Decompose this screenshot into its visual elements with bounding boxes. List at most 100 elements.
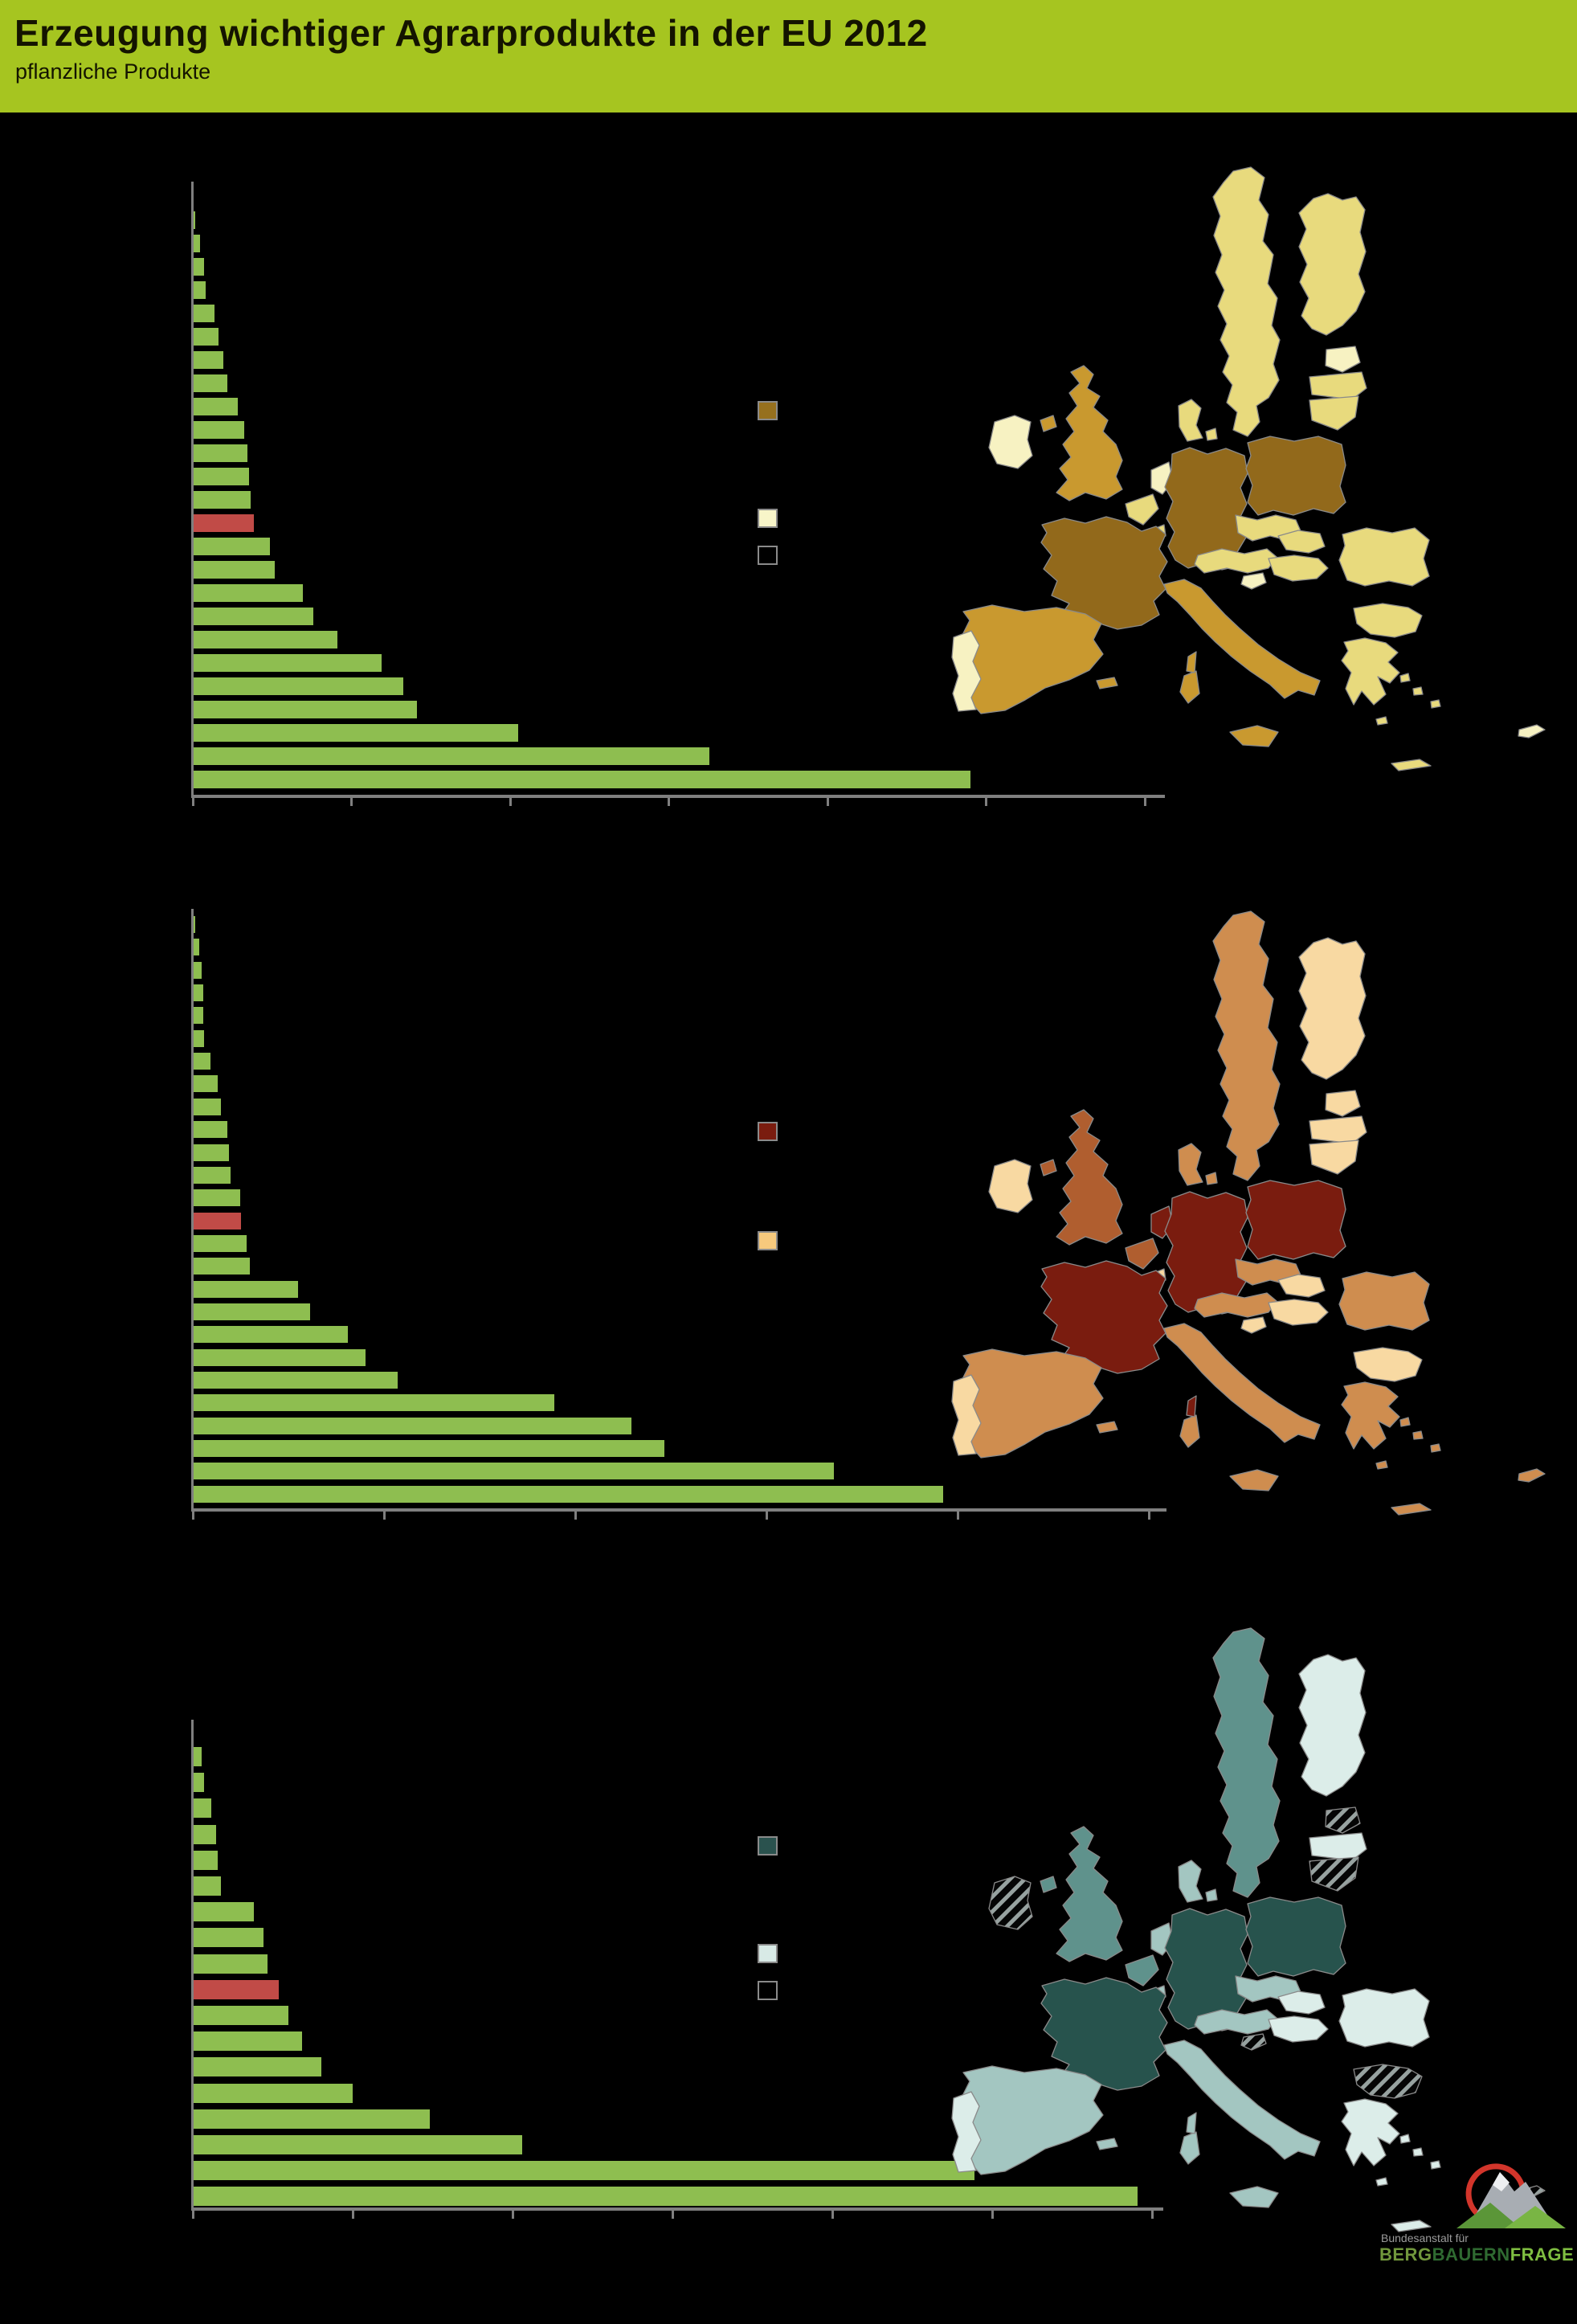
country-COR: [1186, 651, 1197, 673]
country-CY: [1518, 1468, 1546, 1483]
bar: [194, 1463, 834, 1479]
country-SI: [1240, 572, 1267, 590]
country-LT: [1309, 1856, 1359, 1892]
country-SK: [1277, 1274, 1326, 1298]
legend-max-swatch: [758, 1836, 778, 1856]
country-SK: [1277, 530, 1326, 554]
country-ISL: [1375, 1417, 1441, 1470]
x-axis-tick: [957, 1512, 959, 1520]
bar: [194, 444, 247, 462]
bar: [194, 1825, 216, 1844]
x-axis-tick: [985, 798, 987, 806]
country-CRE: [1391, 2220, 1432, 2232]
bar: [194, 1394, 554, 1411]
bar: [194, 258, 204, 276]
bar: [194, 1440, 664, 1457]
bar: [194, 398, 238, 415]
country-LT: [1309, 395, 1359, 431]
logo-hill-left-icon: [1456, 2203, 1521, 2228]
bar: [194, 701, 417, 718]
x-axis-line: [191, 1508, 1166, 1512]
bar: [194, 281, 206, 299]
bar: [194, 561, 275, 579]
bar: [194, 1303, 310, 1320]
country-SIC: [1229, 725, 1279, 747]
country-EE: [1325, 346, 1361, 373]
country-IE: [988, 1876, 1033, 1930]
bar: [194, 2031, 302, 2051]
logo-brand: BERGBAUERNFRAGEN: [1379, 2244, 1573, 2265]
country-NI: [1040, 1876, 1057, 1893]
bar: [194, 654, 382, 672]
bar: [194, 1007, 203, 1024]
bar: [194, 491, 251, 509]
bar: [194, 2135, 522, 2154]
country-BAL: [1096, 1421, 1118, 1434]
choropleth-map-3: [951, 1627, 1546, 2232]
x-axis-line: [191, 795, 1165, 798]
country-SIC: [1229, 1469, 1279, 1491]
bar: [194, 421, 244, 439]
bar: [194, 1053, 210, 1070]
x-axis-tick: [352, 2211, 354, 2219]
country-NI: [1040, 1159, 1057, 1176]
country-RO: [1338, 1271, 1430, 1331]
country-ISL: [1375, 673, 1441, 726]
bar: [194, 1372, 398, 1389]
country-LV: [1309, 371, 1367, 400]
country-BG: [1353, 1347, 1423, 1382]
country-EL: [1341, 1381, 1400, 1450]
country-HU: [1268, 554, 1329, 582]
country-BG: [1353, 2064, 1423, 2099]
country-BAL: [1096, 2138, 1118, 2150]
bar: [194, 2057, 321, 2076]
bar: [194, 2109, 430, 2129]
bergbauernfragen-logo: Bundesanstalt für BERGBAUERNFRAGEN: [1379, 2163, 1573, 2265]
country-EE: [1325, 1806, 1361, 1834]
bar: [194, 1189, 240, 1206]
country-EL: [1341, 637, 1400, 706]
logo-snowcap-icon: [1493, 2172, 1510, 2191]
country-BAL: [1096, 677, 1118, 689]
country-PT: [951, 1374, 982, 1456]
country-GB: [1056, 365, 1123, 501]
x-axis-tick: [574, 1512, 577, 1520]
x-axis-tick: [509, 798, 512, 806]
bar: [194, 2161, 974, 2180]
country-AT: [1194, 1292, 1277, 1318]
bar: [194, 2084, 353, 2103]
country-BE: [1125, 1238, 1159, 1270]
bar: [194, 1075, 218, 1092]
bar: [194, 374, 227, 392]
country-EL: [1341, 2098, 1400, 2166]
country-FI: [1298, 193, 1367, 336]
bar: [194, 984, 203, 1001]
x-axis-tick: [350, 798, 353, 806]
country-DK: [1178, 1143, 1218, 1186]
country-RO: [1338, 527, 1430, 587]
country-FI: [1298, 1654, 1367, 1797]
choropleth-map-2: [951, 910, 1546, 1516]
x-axis-tick: [831, 2211, 834, 2219]
bar: [194, 1144, 229, 1161]
bar: [194, 1747, 202, 1766]
bar-highlighted: [194, 1980, 279, 1999]
choropleth-map-1: [951, 166, 1546, 771]
bar: [194, 1851, 218, 1870]
bar: [194, 1281, 298, 1298]
bar: [194, 468, 249, 485]
bar: [194, 235, 200, 252]
legend-min-swatch: [758, 509, 778, 528]
bar: [194, 2187, 1138, 2206]
country-ES: [962, 1348, 1104, 1459]
x-axis-tick: [512, 2211, 514, 2219]
x-axis-tick: [1151, 2211, 1154, 2219]
bar: [194, 1876, 221, 1896]
bar: [194, 677, 403, 695]
logo-line1: Bundesanstalt für: [1381, 2232, 1469, 2244]
country-CRE: [1391, 759, 1432, 771]
country-PT: [951, 2091, 982, 2173]
country-HU: [1268, 2015, 1329, 2043]
page-subtitle: pflanzliche Produkte: [15, 59, 211, 84]
country-IE: [988, 1159, 1033, 1213]
